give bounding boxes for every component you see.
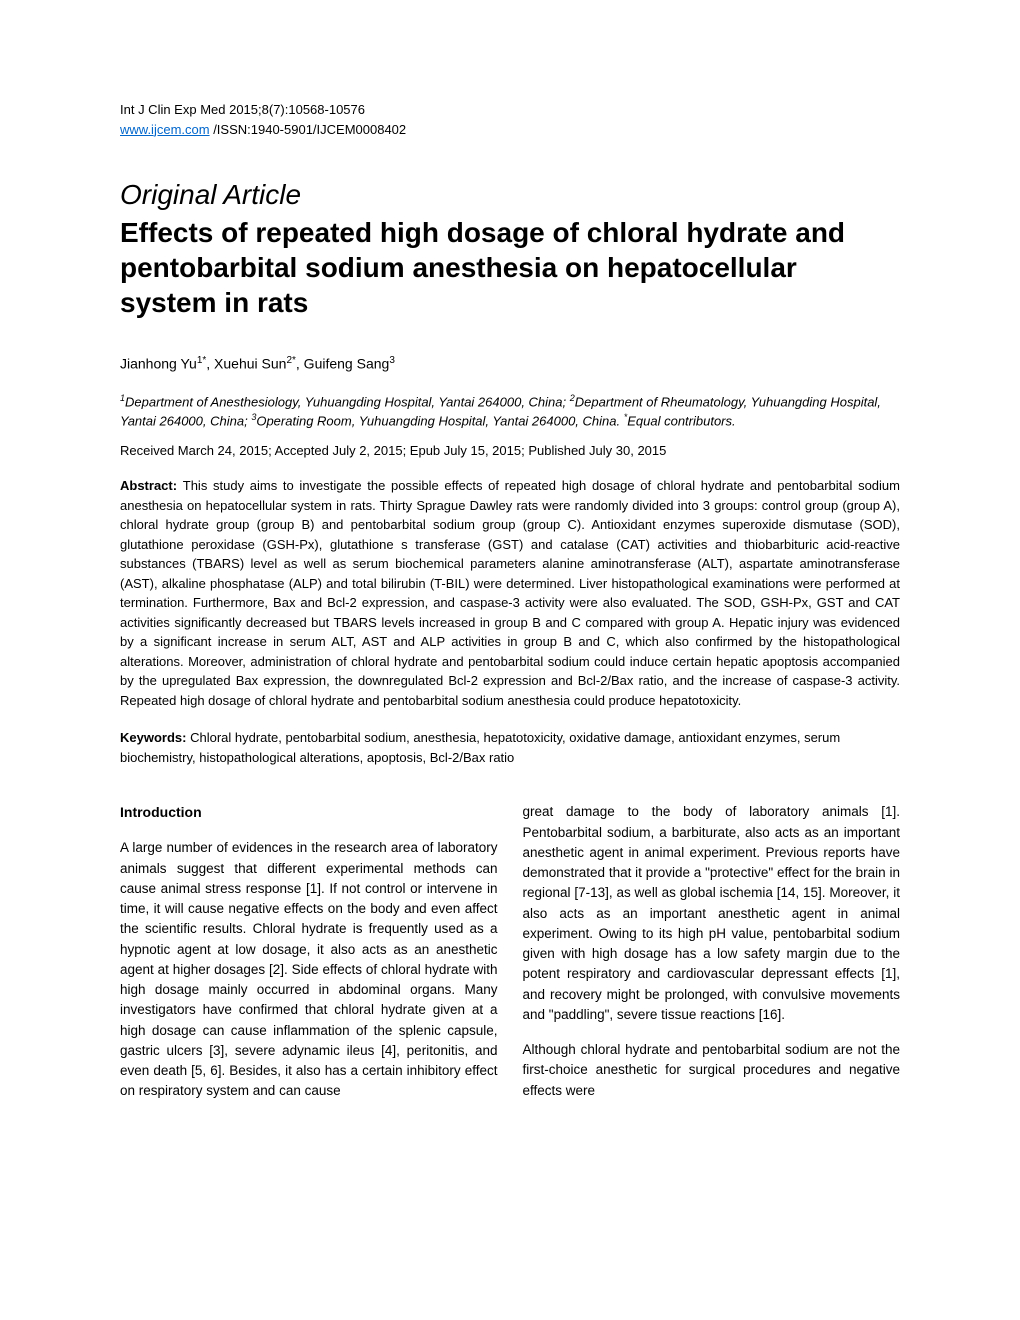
journal-link[interactable]: www.ijcem.com xyxy=(120,122,210,137)
journal-link-line: www.ijcem.com /ISSN:1940-5901/IJCEM00084… xyxy=(120,120,900,140)
intro-para-3: Although chloral hydrate and pentobarbit… xyxy=(523,1040,901,1101)
abstract: Abstract: This study aims to investigate… xyxy=(120,476,900,710)
article-type: Original Article xyxy=(120,179,900,211)
right-column: great damage to the body of laboratory a… xyxy=(523,802,901,1116)
article-title: Effects of repeated high dosage of chlor… xyxy=(120,215,900,320)
intro-para-1: A large number of evidences in the resea… xyxy=(120,838,498,1101)
abstract-text: This study aims to investigate the possi… xyxy=(120,478,900,708)
abstract-label: Abstract: xyxy=(120,478,183,493)
publication-dates: Received March 24, 2015; Accepted July 2… xyxy=(120,443,900,458)
body-columns: Introduction A large number of evidences… xyxy=(120,802,900,1116)
issn-text: /ISSN:1940-5901/IJCEM0008402 xyxy=(210,122,407,137)
journal-header: Int J Clin Exp Med 2015;8(7):10568-10576… xyxy=(120,100,900,139)
intro-para-2: great damage to the body of laboratory a… xyxy=(523,802,901,1025)
keywords: Keywords: Chloral hydrate, pentobarbital… xyxy=(120,728,900,767)
affiliations: 1Department of Anesthesiology, Yuhuangdi… xyxy=(120,392,900,432)
keywords-text: Chloral hydrate, pentobarbital sodium, a… xyxy=(120,730,840,765)
authors: Jianhong Yu1*, Xuehui Sun2*, Guifeng San… xyxy=(120,355,900,372)
left-column: Introduction A large number of evidences… xyxy=(120,802,498,1116)
introduction-heading: Introduction xyxy=(120,802,498,823)
journal-citation: Int J Clin Exp Med 2015;8(7):10568-10576 xyxy=(120,100,900,120)
keywords-label: Keywords: xyxy=(120,730,190,745)
